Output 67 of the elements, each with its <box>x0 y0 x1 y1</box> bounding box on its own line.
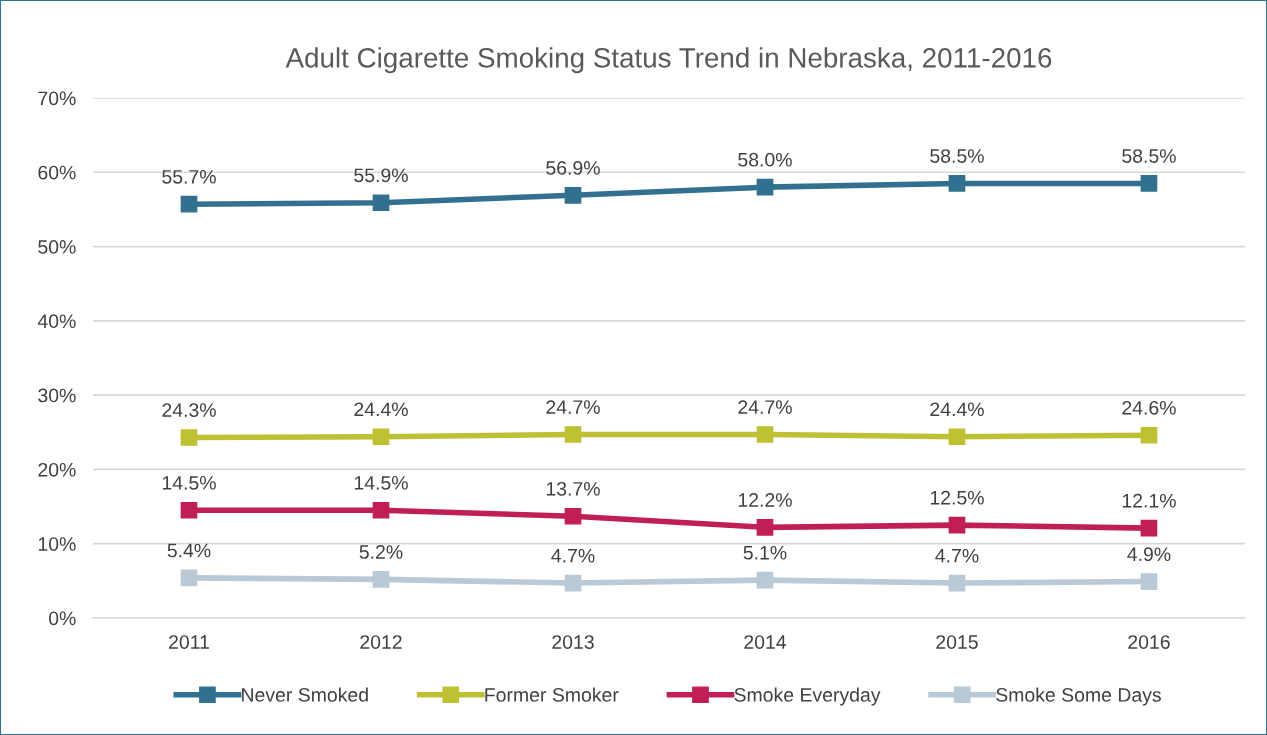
data-label: 58.5% <box>930 149 984 163</box>
y-tick-label: 30% <box>38 388 76 403</box>
x-tick-label: 2011 <box>169 635 209 649</box>
point <box>180 195 198 213</box>
data-label: 24.3% <box>162 403 216 417</box>
legend-label: Never Smoked <box>242 687 368 702</box>
point <box>564 426 582 443</box>
point <box>1140 175 1158 192</box>
legend-label: Smoke Some Days <box>996 687 1161 706</box>
point <box>564 186 582 204</box>
point <box>756 571 774 589</box>
point <box>372 194 390 212</box>
data-label: 13.7% <box>546 481 600 496</box>
data-label: 55.9% <box>354 168 408 183</box>
x-tick-label: 2015 <box>936 635 978 649</box>
chart-title: Adult Cigarette Smoking Status Trend in Nebraska, 2011-2016 <box>285 47 1052 74</box>
data-label: 4.7% <box>551 548 595 563</box>
data-label: 24.4% <box>354 402 408 417</box>
data-label: 14.5% <box>162 476 216 490</box>
point <box>564 507 582 525</box>
y-tick-label: 10% <box>38 537 76 551</box>
point <box>372 428 390 446</box>
point <box>180 569 198 587</box>
data-label: 56.9% <box>546 161 600 175</box>
x-tick-label: 2014 <box>744 635 787 649</box>
y-tick-label: 70% <box>38 91 76 106</box>
point <box>372 571 390 588</box>
data-label: 24.7% <box>546 400 600 414</box>
point <box>1140 519 1158 537</box>
point <box>180 501 198 519</box>
data-label: 58.5% <box>1122 149 1176 163</box>
data-label: 24.7% <box>738 400 792 414</box>
y-tick-label: 20% <box>38 462 76 477</box>
data-label: 5.2% <box>359 545 403 559</box>
point <box>1140 573 1158 590</box>
point <box>756 178 774 196</box>
y-tick-label: 60% <box>38 165 76 180</box>
data-label: 24.4% <box>930 402 984 417</box>
point <box>372 501 390 519</box>
point <box>1140 426 1158 444</box>
x-tick-label: 2016 <box>1128 635 1170 649</box>
point <box>948 516 966 534</box>
data-label: 12.2% <box>738 493 792 507</box>
y-tick-label: 50% <box>38 240 76 254</box>
data-label: 12.1% <box>1122 493 1176 508</box>
x-tick-label: 2012 <box>360 635 402 649</box>
legend-label: Smoke Everyday <box>734 687 881 706</box>
data-label: 24.6% <box>1122 400 1176 415</box>
data-label: 4.9% <box>1127 547 1171 562</box>
data-label: 58.0% <box>738 152 792 167</box>
point <box>756 519 774 536</box>
point <box>948 574 966 592</box>
data-label: 14.5% <box>354 476 408 490</box>
point <box>948 175 966 192</box>
y-tick-label: 0% <box>48 611 76 626</box>
data-label: 5.1% <box>743 545 787 560</box>
data-label: 55.7% <box>162 170 216 184</box>
data-label: 4.7% <box>935 548 979 563</box>
point <box>948 428 966 446</box>
legend-label: Former Smoker <box>485 687 619 702</box>
point <box>180 429 198 446</box>
point <box>564 574 582 592</box>
y-tick-label: 40% <box>37 314 76 329</box>
point <box>756 426 774 443</box>
data-label: 12.5% <box>930 490 984 505</box>
x-tick-label: 2013 <box>552 635 594 649</box>
data-label: 5.4% <box>167 543 211 558</box>
